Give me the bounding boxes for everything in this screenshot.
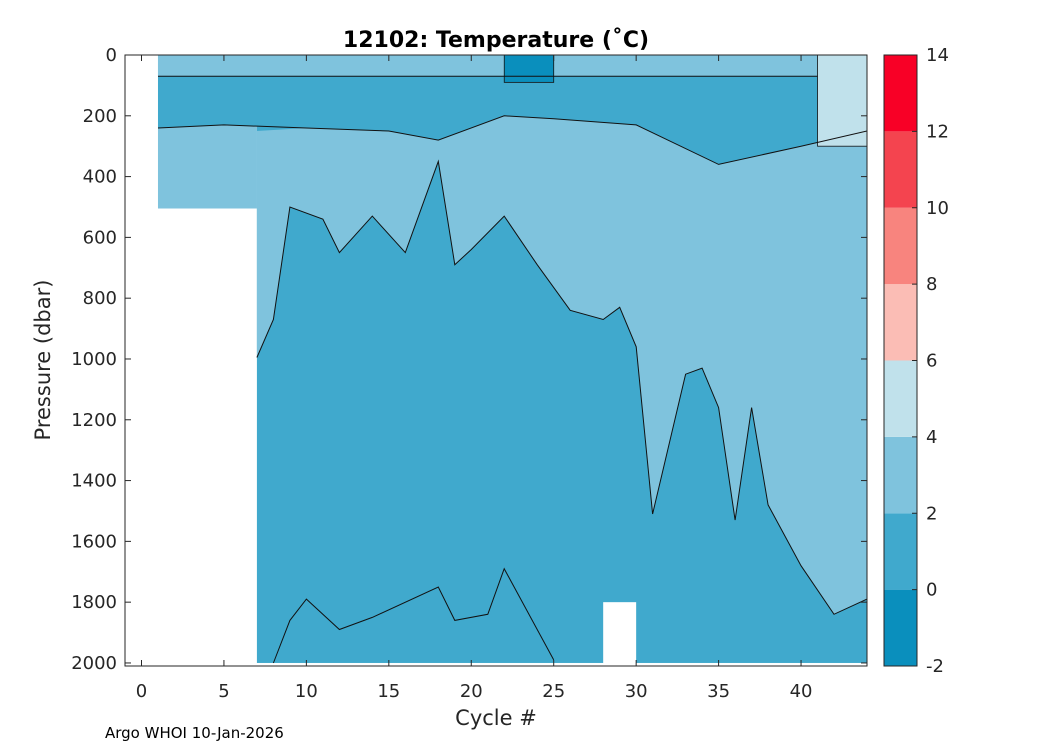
y-tick-label: 400: [83, 167, 117, 188]
colorbar-tick-label: 4: [926, 427, 937, 448]
plot-frame: [124, 54, 868, 667]
y-axis-label: Pressure (dbar): [31, 280, 55, 441]
upper-isotherm-line: [157, 115, 867, 165]
colorbar-band: [884, 55, 917, 132]
x-tick-label: 0: [136, 681, 147, 702]
y-tick-label: 800: [83, 288, 117, 309]
contour-fill-layers: [157, 55, 867, 666]
colorbar-tick-label: 6: [926, 351, 937, 372]
x-tick-label: 35: [707, 681, 730, 702]
y-tick-label: 1400: [71, 471, 117, 492]
y-tick-label: 2000: [71, 653, 117, 674]
y-tick-label: 0: [106, 45, 117, 66]
y-tick-label: 200: [83, 106, 117, 127]
cold-patch-fill: [503, 55, 555, 83]
colorbar-tick-label: 2: [926, 503, 937, 524]
colorbar-band: [884, 589, 917, 666]
plot-area: [124, 54, 868, 667]
x-tick-label: 40: [790, 681, 813, 702]
x-tick-label: 5: [218, 681, 229, 702]
x-tick-label: 10: [295, 681, 318, 702]
colorbar-tick-label: 12: [926, 121, 949, 142]
y-tick-label: 1200: [71, 410, 117, 431]
x-axis-label: Cycle #: [455, 706, 537, 730]
colorbar-band: [884, 436, 917, 514]
warm-patch-fill: [817, 55, 867, 147]
y-tick-label: 1800: [71, 592, 117, 613]
colorbar-tick-label: 0: [926, 580, 937, 601]
y-tick-label: 600: [83, 227, 117, 248]
colorbar: -2 0 2 4 6 8 10 12 14: [883, 45, 949, 677]
colorbar-band: [884, 284, 917, 361]
chart-title: 12102: Temperature (˚C): [343, 28, 649, 53]
deep-isotherm-2c-line: [272, 567, 555, 664]
missing-data-gap: [603, 602, 637, 666]
colorbar-band: [884, 207, 917, 285]
colorbar-tick-label: 10: [926, 198, 949, 219]
near-surface-band-2-4-fill: [157, 55, 818, 77]
colorbar-band: [884, 513, 917, 590]
colorbar-tick-label: 8: [926, 274, 937, 295]
y-axis: 0 200 400 600 800 1000 1200 1400 1600 1800 2000: [71, 45, 867, 674]
x-tick-label: 30: [625, 681, 648, 702]
footer-credit: Argo WHOI 10-Jan-2026: [105, 724, 284, 742]
colorbar-tick-label: -2: [926, 656, 944, 677]
x-tick-label: 20: [460, 681, 483, 702]
x-axis: 0 5 10 15 20 25 30 35 40: [136, 55, 813, 702]
isotherm-2c-line: [256, 159, 867, 615]
upper-band-0-2-fill: [158, 55, 867, 165]
x-tick-label: 15: [377, 681, 400, 702]
colorbar-tick-label: 14: [926, 45, 949, 66]
y-tick-label: 1000: [71, 349, 117, 370]
colorbar-band: [884, 360, 917, 437]
x-tick-label: 25: [542, 681, 565, 702]
colorbar-band: [884, 131, 917, 208]
y-tick-label: 1600: [71, 531, 117, 552]
